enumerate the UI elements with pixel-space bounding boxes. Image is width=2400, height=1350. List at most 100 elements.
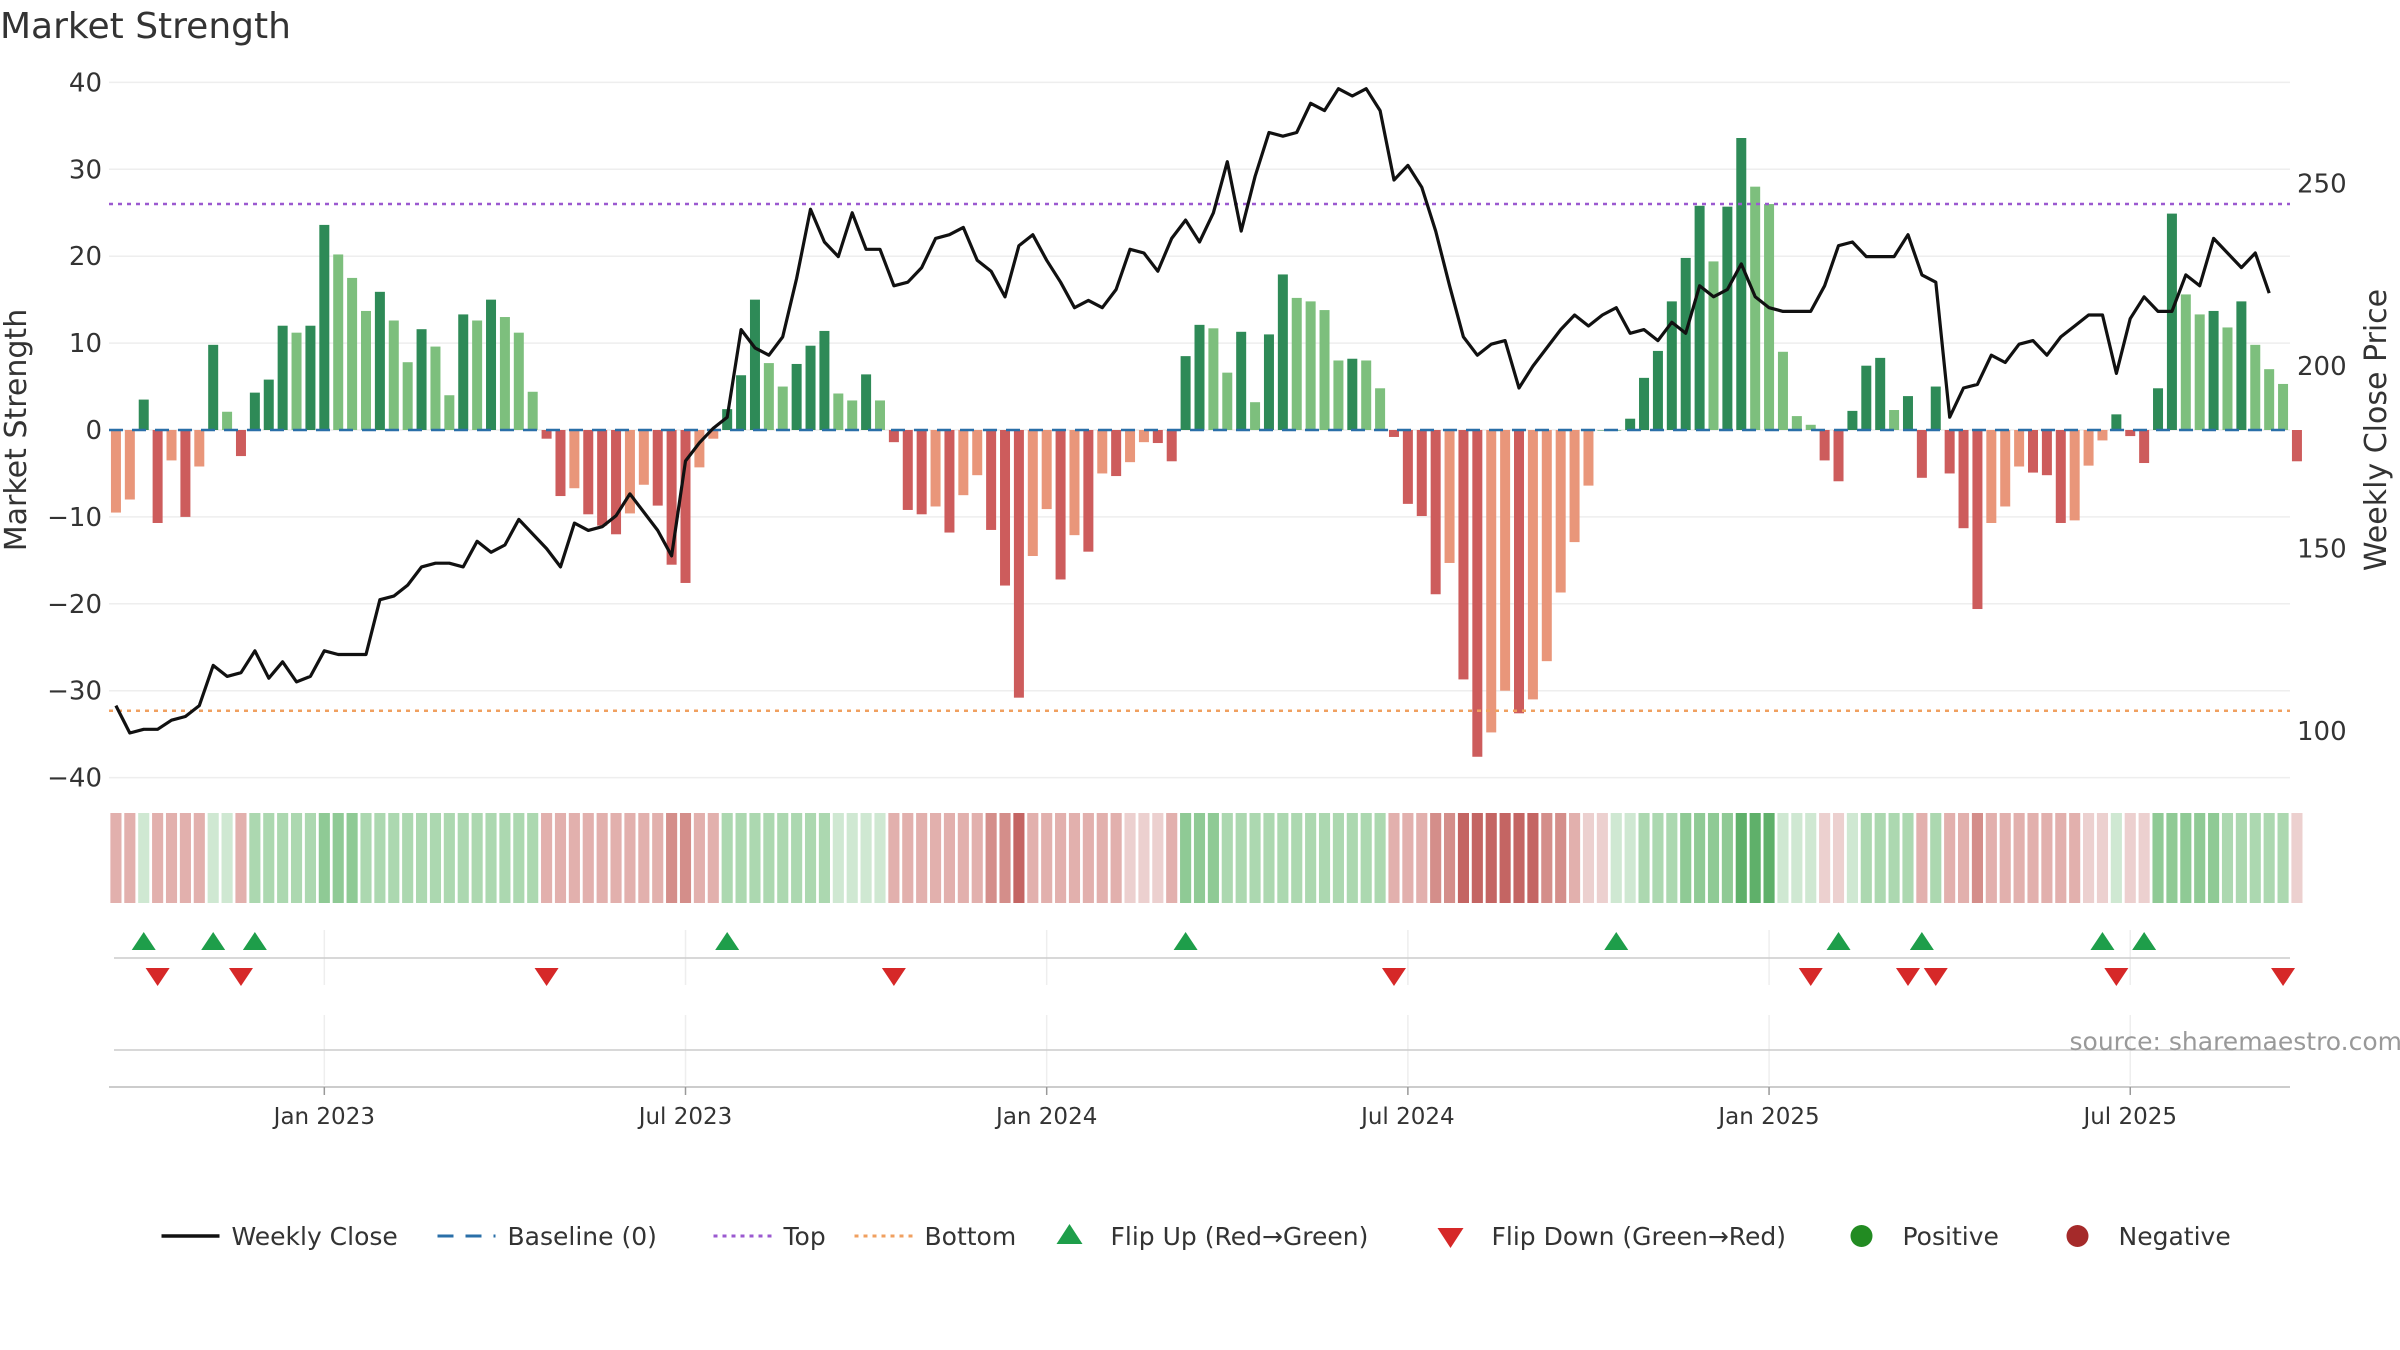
regime-cell xyxy=(707,813,719,903)
strength-bar xyxy=(1277,274,1288,430)
right-tick-label: 150 xyxy=(2297,535,2347,565)
strength-bar xyxy=(986,430,997,530)
regime-cell xyxy=(124,813,136,903)
regime-cell xyxy=(1555,813,1567,903)
strength-bar xyxy=(569,430,580,489)
regime-cell xyxy=(1916,813,1928,903)
regime-cell xyxy=(666,813,678,903)
regime-cell xyxy=(763,813,775,903)
regime-cell xyxy=(1235,813,1247,903)
regime-cell xyxy=(777,813,789,903)
regime-cell xyxy=(207,813,219,903)
strength-bar xyxy=(1875,357,1886,430)
legend-item: Baseline (0) xyxy=(437,1222,657,1251)
regime-cell xyxy=(2096,813,2109,903)
flip-down-marker xyxy=(2104,968,2129,986)
legend-item: Top xyxy=(713,1222,826,1251)
regime-cell xyxy=(1791,813,1803,903)
left-tick-label: 10 xyxy=(69,329,102,359)
regime-cell xyxy=(1749,813,1761,903)
strength-bar xyxy=(1055,430,1066,580)
strength-bars xyxy=(110,138,2302,757)
strength-bar xyxy=(1639,377,1650,430)
strength-bar xyxy=(2236,301,2247,430)
regime-cell xyxy=(1346,813,1358,903)
flip-up-marker xyxy=(242,932,267,950)
x-axis: Jan 2023 Jul 2023 Jan 2024 Jul 2024 Jan 2025… xyxy=(272,1087,2177,1130)
strength-bar xyxy=(374,291,385,430)
regime-cell xyxy=(2263,813,2275,903)
strength-bar xyxy=(1013,430,1024,698)
strength-bar xyxy=(2111,414,2122,430)
regime-cell xyxy=(374,813,386,903)
strength-bar xyxy=(972,430,983,476)
strength-bar xyxy=(694,430,705,468)
strength-bar xyxy=(2222,327,2233,430)
strength-bar xyxy=(652,430,663,506)
regime-cell xyxy=(652,813,664,903)
regime-cell xyxy=(290,813,303,903)
strength-bar xyxy=(2028,430,2039,473)
left-tick-label: −20 xyxy=(47,590,102,620)
strength-bar xyxy=(2180,294,2191,430)
strength-bar xyxy=(388,320,399,430)
left-axis-label: Market Strength xyxy=(0,309,34,551)
regime-cell xyxy=(1874,813,1886,903)
strength-bar xyxy=(1861,365,1872,430)
flip-up-marker xyxy=(1909,932,1934,950)
regime-cell xyxy=(943,813,956,903)
strength-bar xyxy=(486,299,497,430)
strength-bar xyxy=(138,399,149,430)
strength-bar xyxy=(888,430,899,443)
strength-bar xyxy=(1000,430,1011,586)
regime-cell xyxy=(2110,813,2122,903)
flip-down-marker xyxy=(1798,968,1823,986)
regime-cell xyxy=(1527,813,1539,903)
regime-cell xyxy=(1388,813,1400,903)
regime-cell xyxy=(165,813,178,903)
regime-cell xyxy=(1277,813,1289,903)
legend-label: Baseline (0) xyxy=(508,1222,657,1251)
flip-up-marker xyxy=(1826,932,1851,950)
regime-cell xyxy=(2041,813,2053,903)
regime-cell xyxy=(888,813,900,903)
regime-cell xyxy=(1180,813,1192,903)
strength-bar xyxy=(1569,430,1580,543)
strength-bar xyxy=(416,329,427,430)
regime-cell xyxy=(193,813,205,903)
strength-bar xyxy=(541,430,552,439)
strength-bar xyxy=(1430,430,1441,595)
legend-label: Negative xyxy=(2119,1222,2231,1251)
strength-bar xyxy=(1152,430,1163,444)
regime-cell xyxy=(1610,813,1622,903)
strength-bar xyxy=(1514,430,1525,714)
regime-cell xyxy=(1499,813,1511,903)
strength-bar xyxy=(2291,430,2302,462)
regime-cell xyxy=(1110,813,1122,903)
regime-cell xyxy=(1707,813,1720,903)
strength-bar xyxy=(194,430,205,467)
strength-bar xyxy=(958,430,969,496)
strength-bar xyxy=(1750,186,1761,430)
strength-bar xyxy=(208,344,219,430)
legend-label: Positive xyxy=(1903,1222,1999,1251)
regime-cell xyxy=(1596,813,1608,903)
regime-cell xyxy=(1291,813,1303,903)
regime-cell xyxy=(1138,813,1150,903)
regime-cell xyxy=(1513,813,1525,903)
strength-bar xyxy=(1305,301,1316,430)
regime-cell xyxy=(596,813,608,903)
flip-down-marker xyxy=(145,968,170,986)
strength-bar xyxy=(2166,213,2177,430)
strength-bar xyxy=(805,345,816,430)
regime-cell xyxy=(1124,813,1136,903)
regime-cell xyxy=(902,813,914,903)
regime-cell xyxy=(1332,813,1344,903)
strength-bar xyxy=(1986,430,1997,523)
legend-item: Weekly Close xyxy=(161,1222,398,1251)
strength-bar xyxy=(1472,430,1483,757)
strength-bar xyxy=(1291,297,1302,430)
regime-cell xyxy=(2069,813,2081,903)
regime-cell xyxy=(2138,813,2150,903)
strength-bar xyxy=(1333,360,1344,430)
